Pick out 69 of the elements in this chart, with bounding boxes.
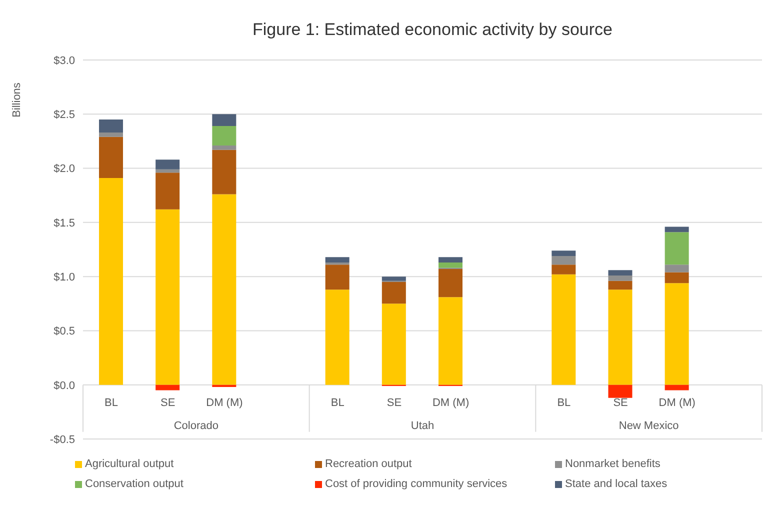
- bar: [438, 262, 462, 268]
- bar: [608, 280, 632, 290]
- x-tick-label: DM (M): [432, 396, 470, 409]
- bar: [212, 114, 236, 126]
- bar: [438, 268, 462, 298]
- bar: [156, 169, 180, 173]
- bar: [608, 290, 632, 385]
- bar: [664, 283, 689, 385]
- y-tick-label: -$0.5: [50, 434, 75, 446]
- bar: [382, 282, 406, 304]
- y-tick-label: $1.0: [54, 271, 75, 284]
- bar: [212, 150, 236, 194]
- x-tick-label: BL: [330, 396, 344, 409]
- bar: [325, 257, 350, 262]
- x-tick-label: SE: [613, 396, 628, 409]
- bar: [325, 290, 350, 385]
- x-tick-label: SE: [386, 396, 402, 409]
- bar: [438, 297, 462, 385]
- chart-title: Figure 1: Estimated economic activity by source: [252, 19, 614, 41]
- y-tick-label: $2.5: [54, 109, 75, 122]
- bar: [212, 194, 236, 385]
- bar: [664, 232, 689, 265]
- bar: [156, 160, 180, 170]
- x-tick-label: BL: [557, 396, 571, 409]
- bar: [664, 226, 689, 232]
- bar: [99, 136, 123, 178]
- bar: [552, 264, 576, 274]
- bar: [608, 384, 632, 398]
- bar: [156, 172, 180, 210]
- annotation: Utah: [410, 420, 434, 432]
- y-tick-label: $2.0: [54, 163, 75, 176]
- bar: [212, 384, 236, 388]
- x-tick-label: SE: [160, 396, 176, 409]
- y-tick-label: $1.5: [54, 217, 75, 230]
- bar: [552, 274, 576, 385]
- bar: [438, 257, 462, 262]
- legend-label: Agricultural output: [85, 458, 174, 470]
- legend-label: Cost of providing community services: [325, 478, 508, 490]
- y-axis-title: Billions: [11, 82, 23, 118]
- bar: [382, 304, 406, 385]
- bar: [664, 384, 689, 390]
- bar: [99, 120, 123, 133]
- bar: [608, 275, 632, 281]
- x-tick-label: DM (M): [658, 396, 696, 409]
- legend-label: State and local taxes: [565, 478, 668, 490]
- y-tick-label: $0.0: [54, 380, 75, 392]
- annotation: Colorado: [174, 420, 218, 432]
- bar: [552, 256, 576, 265]
- bar: [664, 272, 689, 284]
- legend-label: Conservation output: [85, 478, 184, 490]
- bar: [99, 178, 123, 385]
- legend-label: Nonmarket benefits: [565, 458, 660, 470]
- x-tick-label: BL: [104, 396, 118, 409]
- x-tick-label: DM (M): [206, 396, 243, 409]
- bar: [212, 126, 236, 146]
- bar: [212, 146, 236, 150]
- bar: [325, 264, 350, 290]
- bar: [382, 276, 406, 281]
- y-tick-label: $0.5: [54, 326, 75, 338]
- bar: [156, 384, 180, 390]
- bar: [325, 262, 350, 265]
- bar: [608, 270, 632, 276]
- bar: [156, 209, 180, 385]
- bar: [552, 250, 576, 256]
- annotation: New Mexico: [618, 420, 679, 432]
- bar: [99, 132, 123, 137]
- legend-label: Recreation output: [325, 458, 412, 470]
- y-tick-label: $3.0: [54, 54, 75, 67]
- bar: [664, 264, 689, 272]
